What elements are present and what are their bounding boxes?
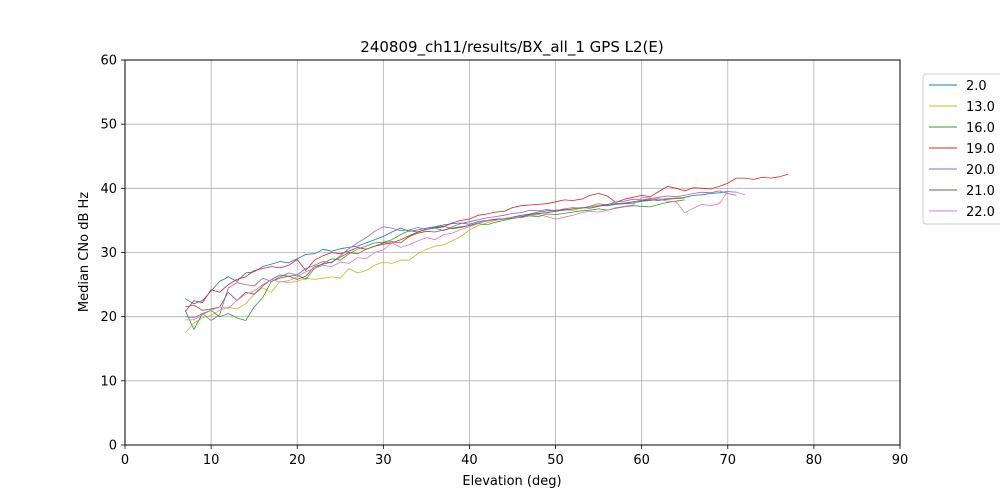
legend-frame	[922, 73, 1000, 225]
plot-frame	[124, 59, 901, 446]
x-axis-title: Elevation (deg)	[462, 474, 561, 489]
series-line-19.0	[184, 173, 789, 312]
series-lines	[184, 173, 789, 333]
x-tick-label: 0	[121, 453, 129, 468]
axis-ticks: 0 10 20 30 40 50 60 70 80 90 0 10 20 30 40 50 60	[100, 54, 908, 469]
y-tick-label: 50	[100, 118, 117, 133]
y-tick-label: 30	[100, 246, 117, 261]
series-line-22.0	[185, 191, 746, 321]
x-tick-label: 60	[633, 453, 650, 468]
series-line-20.0	[185, 190, 737, 321]
y-axis-title: Median CNo dB Hz	[77, 192, 92, 312]
x-tick-label: 30	[375, 453, 392, 468]
legend-label: 13.0	[966, 100, 995, 115]
legend-label: 21.0	[966, 184, 995, 199]
x-tick-label: 10	[203, 453, 220, 468]
legend-label: 22.0	[966, 205, 995, 220]
y-tick-label: 20	[100, 310, 117, 325]
legend-label: 2.0	[966, 79, 987, 94]
series-line-16.0	[184, 199, 685, 330]
legend-label: 16.0	[966, 121, 995, 136]
legend-label: 20.0	[966, 163, 995, 178]
legend-label: 19.0	[966, 142, 995, 157]
x-tick-label: 70	[720, 453, 737, 468]
y-tick-label: 40	[100, 182, 117, 197]
x-tick-label: 90	[892, 453, 909, 468]
chart-title: 240809_ch11/results/BX_all_1 GPS L2(E)	[360, 38, 663, 57]
y-tick-label: 10	[100, 374, 117, 389]
x-tick-label: 80	[806, 453, 823, 468]
y-tick-label: 60	[100, 54, 117, 69]
y-tick-label: 0	[109, 439, 117, 454]
x-tick-label: 40	[461, 453, 478, 468]
series-line-2.0	[185, 191, 737, 305]
legend: 2.0 13.0 16.0 19.0 20.0 21.0 22.0	[922, 73, 1000, 225]
x-tick-label: 20	[289, 453, 306, 468]
x-tick-label: 50	[547, 453, 564, 468]
